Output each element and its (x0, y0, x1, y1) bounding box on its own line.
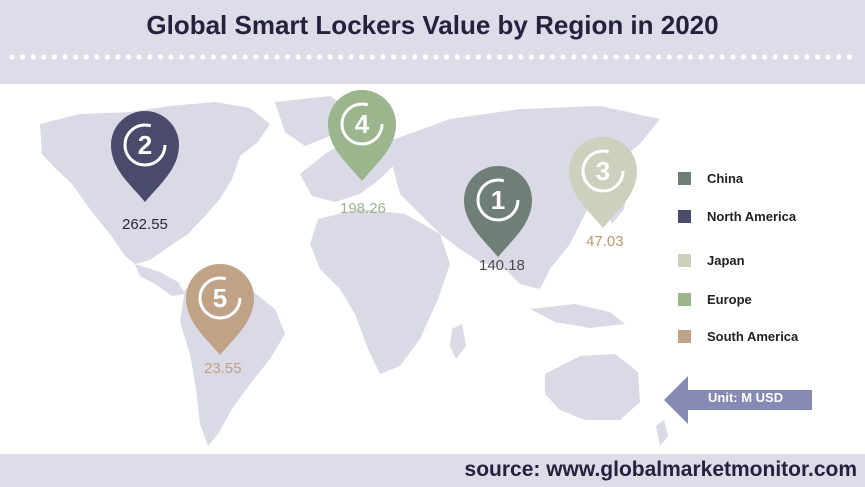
legend-swatch (678, 209, 691, 223)
legend-label: South America (707, 328, 799, 344)
source-text: source: www.globalmarketmonitor.com (464, 458, 857, 481)
legend-item-north-america: North America (678, 206, 796, 226)
legend-label: China (707, 170, 744, 186)
unit-arrow (664, 376, 812, 424)
unit-label: Unit: M USD (708, 390, 784, 405)
svg-text:3: 3 (596, 156, 610, 186)
pin-china: 1 (464, 166, 532, 257)
world-map: 2 4 1 3 5 (40, 90, 668, 446)
svg-text:4: 4 (355, 109, 370, 139)
header-band: Global Smart Lockers Value by Region in … (0, 0, 865, 84)
legend-item-japan: Japan (678, 250, 745, 270)
value-label-china: 140.18 (479, 257, 525, 274)
svg-text:5: 5 (213, 283, 227, 313)
legend-label: Europe (707, 291, 752, 307)
pin-europe: 4 (328, 90, 396, 181)
value-label-europe: 198.26 (340, 200, 386, 217)
value-label-japan: 47.03 (586, 233, 624, 250)
footer-band: source: www.globalmarketmonitor.com (0, 454, 865, 487)
chart-title: Global Smart Lockers Value by Region in … (146, 10, 719, 40)
pin-south-america: 5 (186, 264, 254, 355)
legend-item-china: China (678, 168, 743, 188)
legend-swatch (678, 171, 691, 185)
legend-label: Japan (707, 252, 745, 268)
legend-swatch (678, 253, 691, 267)
legend-item-south-america: South America (678, 326, 798, 346)
legend-item-europe: Europe (678, 289, 752, 309)
svg-text:2: 2 (138, 130, 152, 160)
value-label-north-america: 262.55 (122, 216, 168, 233)
legend-swatch (678, 292, 691, 306)
legend-label: North America (707, 208, 797, 224)
pin-north-america: 2 (111, 111, 179, 202)
svg-text:1: 1 (491, 185, 505, 215)
pin-japan: 3 (569, 137, 637, 228)
legend-swatch (678, 329, 691, 343)
value-label-south-america: 23.55 (204, 360, 242, 377)
dotted-divider (9, 54, 853, 60)
